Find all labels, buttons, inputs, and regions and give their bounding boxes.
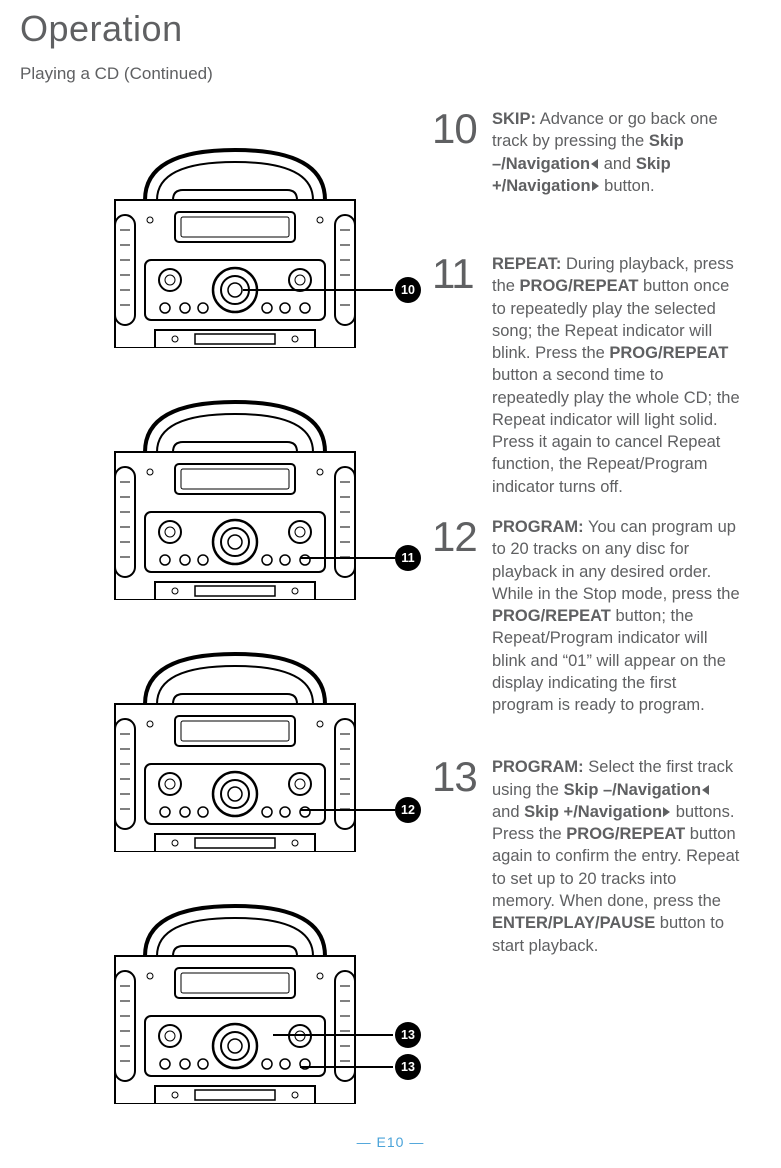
callout-badge: 10 xyxy=(395,277,421,303)
callout-line xyxy=(300,557,395,559)
instruction-step: 10SKIP: Advance or go back one track by … xyxy=(432,108,740,197)
device-illustration: 10 xyxy=(95,120,375,348)
callout-badge: 12 xyxy=(395,797,421,823)
step-number: 12 xyxy=(432,516,492,716)
step-text: REPEAT: During playback, press the PROG/… xyxy=(492,253,740,498)
page-footer: — E10 — xyxy=(0,1134,781,1150)
callout-badge: 13 xyxy=(395,1054,421,1080)
device-illustration: 1313 xyxy=(95,876,375,1104)
content-row: 1011121313 10SKIP: Advance or go back on… xyxy=(20,108,761,1104)
step-text: PROGRAM: You can program up to 20 tracks… xyxy=(492,516,740,716)
instruction-step: 11REPEAT: During playback, press the PRO… xyxy=(432,253,740,498)
step-number: 10 xyxy=(432,108,492,197)
page-title: Operation xyxy=(20,8,761,50)
callout-badge: 13 xyxy=(395,1022,421,1048)
device-illustration: 11 xyxy=(95,372,375,600)
callout-line xyxy=(300,1066,393,1068)
illustration-column: 1011121313 xyxy=(20,108,420,1104)
callout-line xyxy=(273,1034,393,1036)
step-text: PROGRAM: Select the first track using th… xyxy=(492,756,740,956)
callout-line xyxy=(243,289,393,291)
page-subtitle: Playing a CD (Continued) xyxy=(20,64,761,84)
callout-line xyxy=(300,809,395,811)
steps-column: 10SKIP: Advance or go back one track by … xyxy=(420,108,740,1104)
device-illustration: 12 xyxy=(95,624,375,852)
step-text: SKIP: Advance or go back one track by pr… xyxy=(492,108,740,197)
callout-badge: 11 xyxy=(395,545,421,571)
step-number: 13 xyxy=(432,756,492,956)
step-number: 11 xyxy=(432,253,492,498)
instruction-step: 13PROGRAM: Select the first track using … xyxy=(432,756,740,956)
instruction-step: 12PROGRAM: You can program up to 20 trac… xyxy=(432,516,740,716)
